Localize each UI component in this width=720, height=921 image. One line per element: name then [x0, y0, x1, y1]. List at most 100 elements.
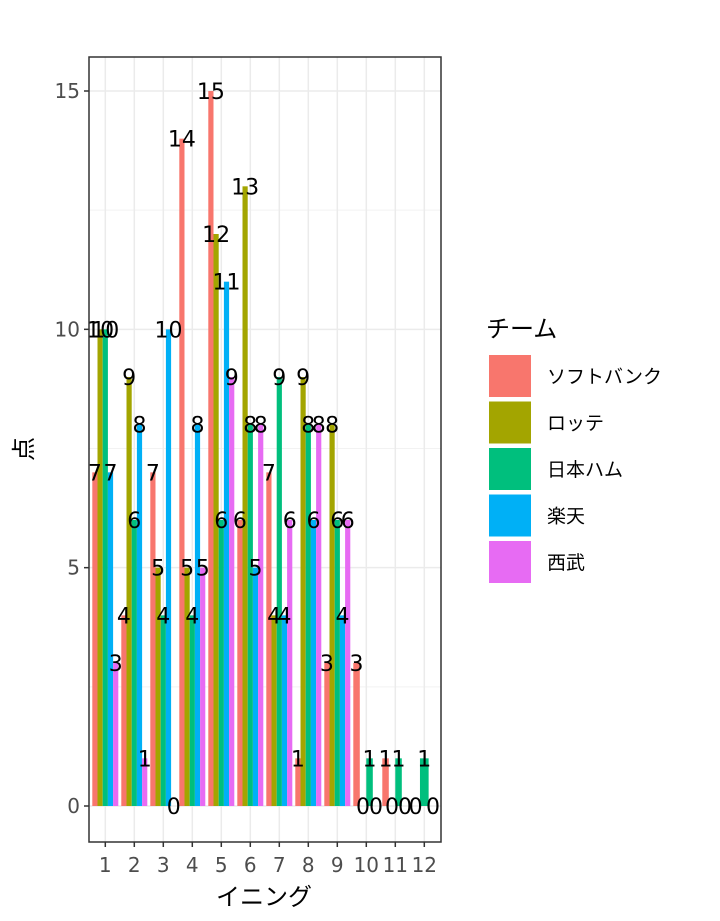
data-label-1-series-5: 3 [109, 652, 123, 677]
data-label-1-series-4: 7 [104, 461, 118, 486]
bar-9-series-2 [329, 424, 335, 806]
data-label-7-series-3: 9 [272, 366, 286, 391]
legend-swatch-2 [489, 401, 531, 444]
data-labels: 7101073496817541001454851512611961385874… [86, 80, 440, 820]
bar-4-series-1 [179, 138, 185, 806]
data-label-11-series-4: 0 [398, 795, 412, 820]
bar-4-series-3 [189, 615, 195, 806]
data-label-9-series-5: 6 [341, 509, 355, 534]
data-label-7-series-4: 4 [278, 604, 292, 629]
data-label-3-series-3: 4 [156, 604, 170, 629]
bar-4-series-2 [184, 567, 190, 806]
bar-6-series-4 [252, 567, 259, 806]
data-label-7-series-5: 6 [283, 509, 297, 534]
legend-swatch-1 [489, 355, 531, 397]
bar-3-series-2 [155, 567, 161, 806]
x-tick-label: 2 [128, 853, 141, 877]
bar-9-series-4 [339, 615, 346, 806]
bar-7-series-1 [266, 472, 272, 806]
bar-6-series-3 [247, 424, 253, 806]
bar-5-series-1 [208, 91, 214, 806]
data-label-10-series-3: 1 [363, 747, 377, 772]
bar-5-series-2 [213, 234, 219, 806]
bar-8-series-5 [316, 424, 322, 806]
data-label-4-series-3: 4 [185, 604, 199, 629]
x-tick-label: 1 [99, 853, 112, 877]
legend-label-2: ロッテ [547, 413, 604, 435]
data-label-12-series-2: 0 [409, 795, 423, 820]
bar-9-series-3 [334, 520, 340, 806]
x-tick-label: 6 [244, 853, 257, 877]
plot-panel [89, 57, 441, 842]
bar-6-series-1 [237, 520, 243, 806]
x-tick-label: 7 [273, 853, 286, 877]
data-label-3-series-1: 7 [146, 461, 160, 486]
data-label-8-series-2: 9 [296, 366, 310, 391]
data-label-6-series-4: 5 [249, 557, 263, 582]
x-tick-label: 10 [354, 853, 379, 877]
data-label-6-series-1: 6 [233, 509, 247, 534]
data-label-11-series-2: 0 [385, 795, 399, 820]
data-label-11-series-1: 1 [379, 747, 393, 772]
bar-1-series-4 [107, 472, 114, 806]
bar-4-series-5 [200, 567, 206, 806]
data-label-10-series-2: 0 [356, 795, 370, 820]
data-label-6-series-5: 8 [254, 414, 268, 439]
data-label-8-series-5: 8 [312, 414, 326, 439]
legend-swatch-5 [489, 541, 531, 583]
legend-label-5: 西武 [547, 552, 585, 574]
bar-1-series-5 [113, 663, 119, 806]
bar-5-series-3 [218, 520, 224, 806]
data-label-4-series-4: 8 [191, 414, 205, 439]
y-axis-title: 点 [10, 437, 38, 461]
data-label-1-series-2: 10 [86, 318, 114, 343]
legend-label-4: 楽天 [547, 506, 585, 528]
bar-9-series-1 [324, 663, 330, 806]
panel-border [88, 56, 442, 843]
data-label-2-series-5: 1 [138, 747, 152, 772]
bar-11-series-3 [395, 758, 402, 806]
bar-2-series-1 [121, 615, 127, 806]
data-label-6-series-3: 8 [243, 414, 257, 439]
bars [92, 91, 429, 807]
bar-9-series-5 [345, 520, 351, 806]
bar-7-series-5 [287, 520, 293, 806]
data-label-9-series-1: 3 [320, 652, 334, 677]
legend-swatch-4 [489, 494, 531, 537]
bar-8-series-1 [295, 758, 301, 806]
bar-3-series-3 [160, 615, 166, 806]
data-label-8-series-3: 8 [301, 414, 315, 439]
data-label-6-series-2: 13 [231, 175, 259, 200]
data-label-11-series-3: 1 [392, 747, 406, 772]
bar-5-series-4 [223, 281, 230, 807]
data-label-12-series-4: 0 [426, 795, 440, 820]
data-label-8-series-1: 1 [291, 747, 305, 772]
bar-4-series-4 [194, 424, 201, 806]
data-label-12-series-3: 1 [417, 747, 431, 772]
data-label-2-series-1: 4 [117, 604, 131, 629]
data-label-5-series-3: 6 [214, 509, 228, 534]
legend-swatch-3 [489, 448, 531, 490]
data-label-5-series-1: 15 [197, 80, 225, 105]
x-tick-label: 11 [383, 853, 408, 877]
bar-3-series-1 [150, 472, 156, 806]
bar-1-series-2 [97, 329, 103, 806]
data-label-1-series-1: 7 [88, 461, 102, 486]
legend-label-1: ソフトバンク [547, 366, 662, 388]
data-label-10-series-4: 0 [369, 795, 383, 820]
bar-6-series-5 [258, 424, 264, 806]
bar-5-series-5 [229, 377, 235, 806]
y-tick-label: 5 [67, 556, 80, 580]
bar-1-series-3 [102, 329, 108, 806]
bar-8-series-4 [310, 520, 317, 806]
bar-10-series-1 [353, 663, 360, 806]
data-label-10-series-1: 3 [350, 652, 364, 677]
y-tick-label: 0 [67, 794, 80, 818]
data-label-7-series-1: 7 [262, 461, 276, 486]
x-tick-label: 9 [331, 853, 344, 877]
data-label-5-series-4: 11 [213, 271, 241, 296]
data-label-3-series-5: 0 [167, 795, 181, 820]
data-label-4-series-1: 14 [168, 128, 196, 153]
